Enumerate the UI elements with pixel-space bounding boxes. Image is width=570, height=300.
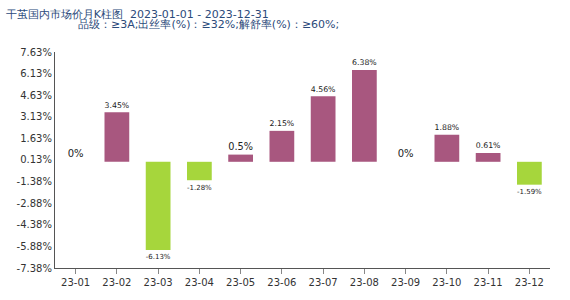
svg-text:7.63%: 7.63% (20, 47, 52, 58)
svg-text:23-05: 23-05 (226, 277, 255, 288)
svg-text:23-01: 23-01 (61, 277, 90, 288)
svg-text:23-12: 23-12 (515, 277, 544, 288)
svg-text:-5.88%: -5.88% (17, 241, 52, 252)
svg-text:-1.28%: -1.28% (187, 184, 212, 192)
svg-text:0.13%: 0.13% (20, 154, 52, 165)
svg-text:干茧国内市场价月K柱图 2023-01-01 - 2023: 干茧国内市场价月K柱图 2023-01-01 - 2023-12-31 (6, 8, 269, 21)
svg-text:2.15%: 2.15% (270, 119, 295, 128)
svg-text:4.63%: 4.63% (20, 90, 52, 101)
svg-text:-4.38%: -4.38% (17, 219, 52, 230)
svg-text:1.63%: 1.63% (20, 133, 52, 144)
svg-text:-1.59%: -1.59% (517, 188, 542, 196)
svg-text:23-04: 23-04 (185, 277, 214, 288)
svg-text:23-11: 23-11 (474, 277, 503, 288)
svg-text:1.88%: 1.88% (435, 123, 460, 132)
svg-text:23-07: 23-07 (309, 277, 338, 288)
svg-text:23-06: 23-06 (267, 277, 296, 288)
svg-text:23-10: 23-10 (432, 277, 461, 288)
svg-text:0.61%: 0.61% (476, 141, 501, 150)
svg-text:0%: 0% (68, 148, 84, 159)
svg-text:-7.38%: -7.38% (17, 263, 52, 274)
svg-text:23-09: 23-09 (391, 277, 420, 288)
svg-text:3.13%: 3.13% (20, 111, 52, 122)
svg-text:品级：≥3A;出丝率(%)：≥32%;解舒率(%)：≥60%: 品级：≥3A;出丝率(%)：≥32%;解舒率(%)：≥60%; (78, 18, 339, 31)
svg-text:23-08: 23-08 (350, 277, 379, 288)
svg-text:6.13%: 6.13% (20, 68, 52, 79)
svg-text:23-03: 23-03 (144, 277, 173, 288)
svg-text:4.56%: 4.56% (311, 85, 336, 94)
svg-text:0%: 0% (398, 148, 414, 159)
svg-text:0.5%: 0.5% (228, 141, 253, 152)
svg-text:23-02: 23-02 (102, 277, 131, 288)
svg-text:-2.88%: -2.88% (17, 198, 52, 209)
svg-text:-1.38%: -1.38% (17, 176, 52, 187)
svg-text:6.38%: 6.38% (352, 58, 377, 67)
svg-text:3.45%: 3.45% (105, 101, 130, 110)
svg-text:-6.13%: -6.13% (146, 253, 171, 261)
